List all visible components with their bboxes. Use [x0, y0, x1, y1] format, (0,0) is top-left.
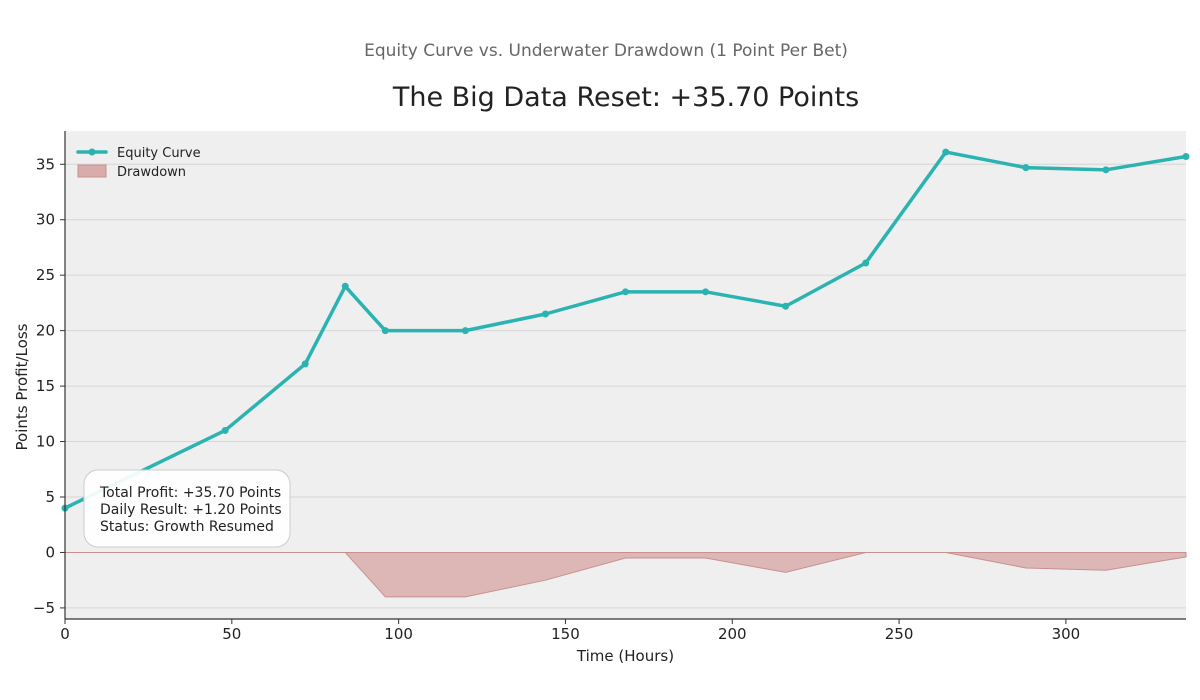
drawdown-area: [65, 551, 1187, 598]
x-tick-label: 100: [384, 625, 413, 643]
equity-point: [461, 327, 469, 335]
x-tick-label: 250: [885, 625, 914, 643]
x-tick-label: 50: [222, 625, 241, 643]
equity-point: [381, 327, 389, 335]
equity-point: [341, 282, 349, 290]
drawdown-layer: [65, 551, 1187, 598]
y-tick-label: 15: [36, 377, 55, 395]
legend-equity-marker: [88, 148, 96, 156]
equity-point: [782, 302, 790, 310]
y-tick-label: 10: [36, 433, 55, 451]
chart-subtitle: Equity Curve vs. Underwater Drawdown (1 …: [364, 41, 848, 61]
equity-layer: [61, 148, 1190, 512]
equity-point: [942, 148, 950, 156]
x-tick-label: 150: [551, 625, 580, 643]
y-tick-label: 25: [36, 266, 55, 284]
y-tick-label: 0: [45, 543, 55, 561]
annotation-daily-result: Daily Result: +1.20 Points: [100, 502, 282, 518]
y-tick-label: 35: [36, 155, 55, 173]
tick-labels: −5 0 5 10 15 20 25 30 35 0 50 100 150 200 250 300: [33, 155, 1080, 643]
stats-annotation-box: Total Profit: +35.70 Points Daily Result…: [83, 469, 291, 548]
chart-title: The Big Data Reset: +35.70 Points: [392, 82, 859, 113]
equity-point: [1022, 164, 1030, 172]
equity-point: [702, 288, 710, 296]
y-tick-label: 20: [36, 322, 55, 340]
y-tick-label: 30: [36, 211, 55, 229]
legend-drawdown-label: Drawdown: [117, 165, 186, 180]
x-axis-title: Time (Hours): [576, 647, 674, 665]
legend: Equity Curve Drawdown: [76, 146, 201, 180]
x-tick-label: 300: [1052, 625, 1081, 643]
legend-drawdown-swatch: [77, 164, 107, 178]
annotation-status: Status: Growth Resumed: [100, 519, 274, 535]
equity-point: [1102, 166, 1110, 174]
legend-equity-label: Equity Curve: [117, 146, 201, 161]
annotation-total-profit: Total Profit: +35.70 Points: [99, 485, 281, 501]
equity-point: [301, 360, 309, 368]
x-tick-label: 0: [60, 625, 70, 643]
equity-point: [541, 310, 549, 318]
axes: [64, 131, 1186, 620]
x-tick-label: 200: [718, 625, 747, 643]
y-tick-label: 5: [45, 488, 55, 506]
annotation-box: [83, 469, 291, 548]
y-tick-label: −5: [33, 599, 55, 617]
equity-point: [622, 288, 629, 296]
equity-point: [1182, 153, 1190, 161]
equity-point: [862, 259, 870, 267]
y-axis-title: Points Profit/Loss: [13, 323, 31, 450]
equity-point: [221, 426, 229, 434]
